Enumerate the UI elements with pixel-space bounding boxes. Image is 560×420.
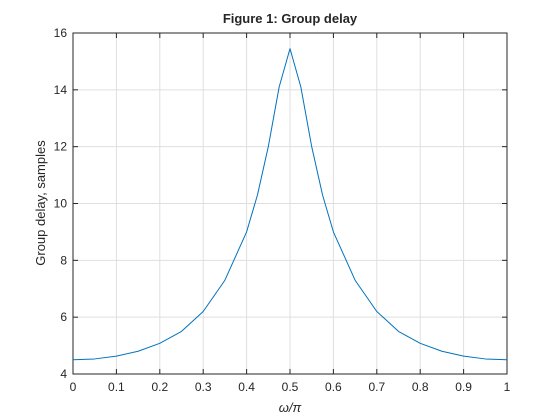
plot-frame xyxy=(72,32,508,375)
y-tick-label: 4 xyxy=(60,367,67,381)
x-tick-label: 0.4 xyxy=(238,380,255,394)
y-tick-label: 10 xyxy=(54,197,68,211)
x-tick-label: 0 xyxy=(70,380,77,394)
x-tick-label: 0.6 xyxy=(325,380,342,394)
x-tick-label: 0.8 xyxy=(412,380,429,394)
y-tick-label: 8 xyxy=(60,253,67,267)
x-tick-label: 0.5 xyxy=(282,380,299,394)
y-tick-label: 16 xyxy=(54,26,68,40)
x-tick-label: 0.2 xyxy=(151,380,168,394)
chart-title: Figure 1: Group delay xyxy=(223,11,358,26)
x-tick-label: 1 xyxy=(504,380,511,394)
x-tick-label: 0.3 xyxy=(195,380,212,394)
x-tick-label: 0.7 xyxy=(368,380,385,394)
x-tick-label: 0.1 xyxy=(108,380,125,394)
data-line xyxy=(72,48,508,361)
x-tick-label: 0.9 xyxy=(455,380,472,394)
y-axis-label: Group delay, samples xyxy=(33,140,48,266)
x-axis-label: ω/π xyxy=(279,400,302,415)
y-tick-label: 12 xyxy=(54,140,68,154)
y-tick-label: 6 xyxy=(60,310,67,324)
y-tick-label: 14 xyxy=(54,83,68,97)
